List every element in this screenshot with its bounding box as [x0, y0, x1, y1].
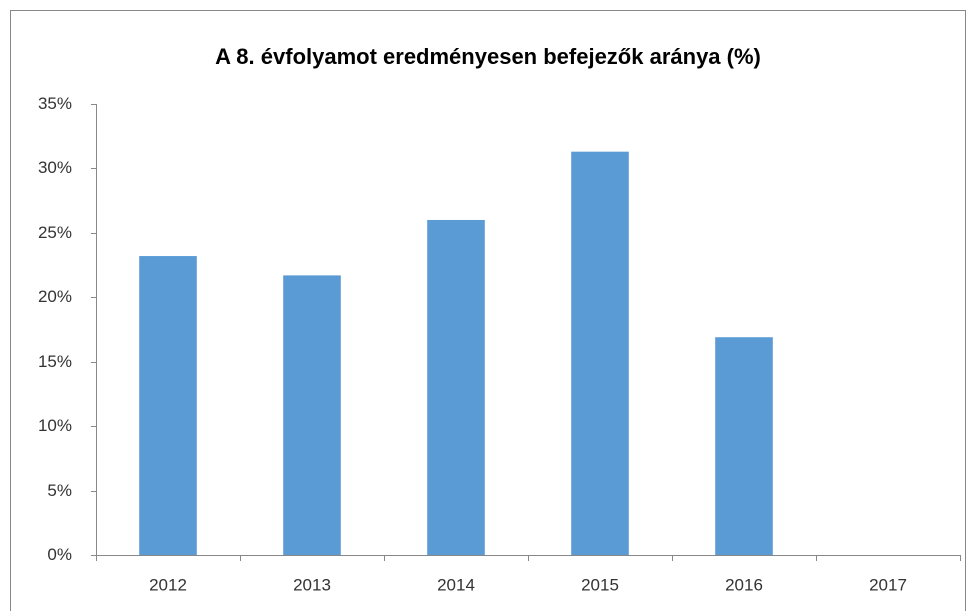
- chart-title: A 8. évfolyamot eredményesen befejezők a…: [215, 44, 761, 69]
- x-tick-label: 2013: [293, 575, 331, 594]
- x-tick-label: 2017: [869, 575, 907, 594]
- y-tick-label: 15%: [38, 352, 72, 371]
- x-tick-label: 2012: [149, 575, 187, 594]
- x-tick-label: 2015: [581, 575, 619, 594]
- y-tick-label: 25%: [38, 223, 72, 242]
- x-tick-label: 2014: [437, 575, 475, 594]
- bar: [283, 275, 341, 555]
- y-tick-label: 20%: [38, 287, 72, 306]
- bar: [427, 219, 485, 555]
- bar: [139, 256, 197, 555]
- y-tick-label: 30%: [38, 158, 72, 177]
- x-tick-label: 2016: [725, 575, 763, 594]
- bar: [715, 337, 773, 555]
- y-tick-label: 35%: [38, 94, 72, 113]
- y-tick-label: 5%: [47, 481, 72, 500]
- y-tick-label: 0%: [47, 545, 72, 564]
- bar: [571, 151, 629, 556]
- y-tick-label: 10%: [38, 416, 72, 435]
